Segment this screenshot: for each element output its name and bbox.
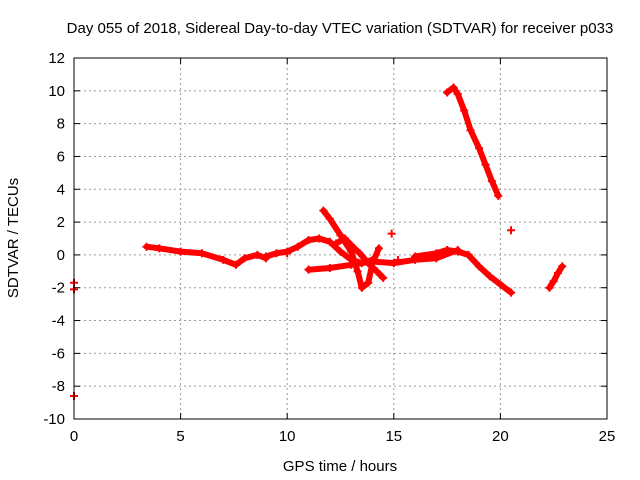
data-point — [355, 249, 364, 258]
y-axis-label: SDTVAR / TECUs — [5, 178, 22, 298]
y-tick-label: 2 — [57, 214, 65, 231]
data-point — [219, 255, 228, 264]
data-point — [353, 267, 362, 276]
x-tick-label: 20 — [492, 428, 509, 445]
data-point — [443, 88, 452, 97]
series-arc-a — [143, 243, 269, 268]
x-tick-label: 5 — [176, 428, 184, 445]
y-tick-label: 10 — [48, 83, 65, 100]
data-point — [368, 257, 377, 266]
data-point — [272, 249, 281, 258]
data-point — [304, 236, 313, 245]
y-tick-label: -10 — [43, 411, 65, 428]
data-point — [293, 242, 302, 251]
data-point — [372, 267, 381, 276]
data-point — [347, 260, 356, 269]
data-point — [155, 244, 164, 253]
data-point — [443, 245, 452, 254]
data-point — [325, 237, 334, 246]
data-point — [332, 239, 341, 248]
data-point — [460, 106, 469, 115]
data-point — [261, 252, 270, 261]
data-point — [464, 250, 473, 259]
x-tick-label: 0 — [70, 428, 78, 445]
data-point — [449, 83, 458, 92]
data-point — [475, 144, 484, 153]
data-point — [364, 278, 373, 287]
data-point — [176, 247, 185, 256]
data-point — [379, 273, 388, 282]
series-layer — [70, 83, 567, 401]
data-point — [545, 283, 554, 292]
data-point — [507, 288, 516, 297]
data-point — [494, 191, 503, 200]
data-point — [466, 126, 475, 135]
y-tick-label: -8 — [52, 378, 65, 395]
data-point — [340, 234, 349, 243]
y-tick-label: 12 — [48, 50, 65, 67]
data-point — [549, 277, 558, 286]
tick-marks — [73, 57, 608, 420]
data-point — [336, 247, 345, 256]
data-point — [453, 90, 462, 99]
data-point — [507, 226, 516, 235]
chart-title: Day 055 of 2018, Sidereal Day-to-day VTE… — [67, 20, 614, 37]
data-point — [319, 206, 328, 215]
series-arc-f — [412, 247, 515, 296]
x-tick-labels: 0 5 10 15 20 25 — [70, 428, 616, 445]
plot-frame — [73, 57, 608, 420]
y-tick-label: 4 — [57, 181, 65, 198]
data-point — [475, 262, 484, 271]
data-point — [558, 262, 567, 271]
series-arc-h — [546, 263, 566, 291]
data-point — [487, 177, 496, 186]
data-point — [394, 255, 403, 264]
data-point — [389, 259, 398, 268]
y-tick-label: 0 — [57, 247, 65, 264]
data-point — [481, 160, 490, 169]
y-tick-label: 8 — [57, 116, 65, 133]
data-point — [197, 249, 206, 258]
data-point — [240, 254, 249, 263]
data-point — [142, 242, 151, 251]
data-point — [387, 229, 396, 238]
data-point — [253, 250, 262, 259]
data-point — [315, 234, 324, 243]
y-tick-label: -6 — [52, 345, 65, 362]
y-tick-labels: -10 -8 -6 -4 -2 0 2 4 6 8 10 12 — [43, 50, 65, 428]
y-tick-label: 6 — [57, 148, 65, 165]
data-point — [553, 268, 562, 277]
data-point — [304, 265, 313, 274]
x-tick-label: 25 — [599, 428, 616, 445]
data-point — [347, 241, 356, 250]
x-axis-label: GPS time / hours — [283, 458, 397, 475]
x-tick-label: 15 — [385, 428, 402, 445]
data-point — [453, 247, 462, 256]
data-point — [411, 252, 420, 261]
data-point — [283, 249, 292, 258]
data-point — [374, 244, 383, 253]
x-tick-label: 10 — [279, 428, 296, 445]
data-point — [485, 272, 494, 281]
data-point — [357, 283, 366, 292]
data-point — [232, 260, 241, 269]
series-arc-g — [444, 84, 502, 199]
y-tick-label: -2 — [52, 280, 65, 297]
data-point — [496, 280, 505, 289]
data-point — [432, 249, 441, 258]
y-tick-label: -4 — [52, 313, 65, 330]
data-point — [325, 214, 334, 223]
data-point — [325, 264, 334, 273]
